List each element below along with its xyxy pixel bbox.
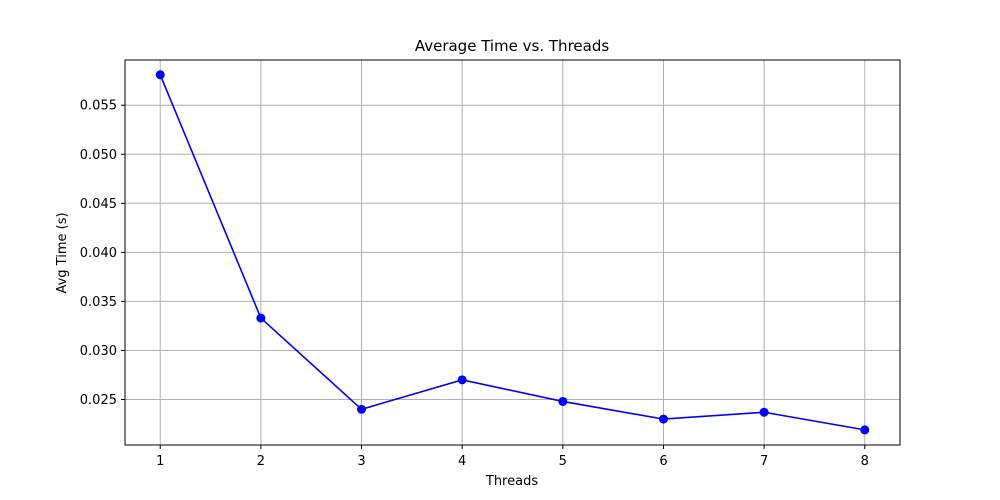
- y-tick-label: 0.045: [80, 197, 117, 212]
- series-layer: [155, 70, 870, 435]
- x-axis-ticks: 1 2 3 4 5 6 7 8: [156, 445, 869, 469]
- data-point-marker: [759, 407, 769, 417]
- x-tick-label: 2: [257, 454, 265, 469]
- data-point-marker: [256, 313, 266, 323]
- y-tick-label: 0.025: [80, 393, 117, 408]
- data-point-marker: [357, 404, 367, 414]
- data-point-marker: [658, 414, 668, 424]
- grid-lines: [125, 60, 900, 445]
- series-line: [159, 74, 865, 431]
- x-tick-label: 3: [357, 454, 365, 469]
- data-point-marker: [155, 70, 165, 80]
- y-axis-ticks: 0.025 0.030 0.035 0.040 0.045 0.050 0.055: [80, 99, 125, 408]
- y-tick-label: 0.055: [80, 99, 117, 114]
- x-axis-label: Threads: [485, 474, 538, 489]
- data-point-marker: [860, 425, 870, 435]
- y-tick-label: 0.030: [80, 344, 117, 359]
- x-tick-label: 8: [861, 454, 869, 469]
- chart-title: Average Time vs. Threads: [415, 37, 610, 55]
- x-tick-label: 6: [659, 454, 667, 469]
- y-axis-label: Avg Time (s): [55, 212, 70, 293]
- x-tick-label: 7: [760, 454, 768, 469]
- data-point-marker: [457, 375, 467, 385]
- y-tick-label: 0.035: [80, 295, 117, 310]
- x-tick-label: 4: [458, 454, 466, 469]
- y-tick-label: 0.040: [80, 246, 117, 261]
- y-tick-label: 0.050: [80, 148, 117, 163]
- x-tick-label: 5: [559, 454, 567, 469]
- data-point-marker: [558, 396, 568, 406]
- x-tick-label: 1: [156, 454, 164, 469]
